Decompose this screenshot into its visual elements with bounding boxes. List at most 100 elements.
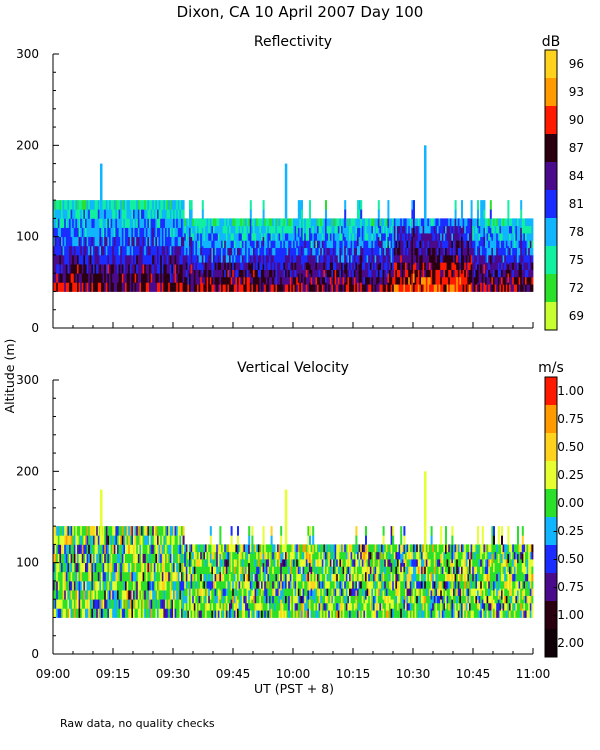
data-cell: [289, 240, 292, 249]
data-cell: [56, 599, 59, 609]
data-cell: [165, 562, 167, 573]
data-cell: [213, 276, 215, 285]
data-cell: [57, 273, 60, 283]
data-cell: [312, 240, 315, 249]
data-cell: [485, 276, 487, 285]
data-cell: [518, 276, 521, 285]
data-cell: [373, 284, 375, 292]
data-cell: [113, 273, 116, 283]
data-cell: [305, 262, 308, 270]
data-cell: [289, 269, 292, 278]
data-cell: [333, 573, 335, 582]
data-cell: [331, 610, 334, 618]
data-cell: [347, 559, 350, 567]
data-cell: [96, 599, 99, 609]
data-cell: [142, 245, 145, 256]
data-cell: [120, 264, 123, 274]
data-cell: [229, 233, 231, 241]
data-cell: [144, 245, 147, 256]
data-cell: [321, 233, 324, 241]
data-cell: [320, 233, 323, 241]
data-cell: [358, 273, 361, 283]
data-cell: [352, 218, 355, 227]
data-cell: [342, 573, 345, 582]
data-cell: [259, 218, 262, 227]
data-cell: [53, 544, 55, 554]
data-cell: [166, 273, 169, 283]
data-cell: [243, 544, 246, 553]
data-cell: [441, 218, 444, 227]
data-cell: [425, 276, 428, 285]
data-cell: [97, 571, 100, 582]
data-cell: [62, 282, 65, 292]
data-cell: [192, 595, 195, 604]
data-cell: [245, 595, 247, 604]
data-cell: [237, 580, 239, 591]
data-cell: [337, 610, 340, 618]
data-cell: [344, 559, 347, 567]
data-cell: [251, 276, 254, 285]
data-cell: [456, 284, 459, 292]
data-cell: [248, 247, 251, 256]
data-cell: [139, 580, 142, 591]
data-cell: [213, 225, 215, 234]
data-cell: [225, 610, 228, 618]
data-cell: [69, 608, 71, 618]
data-cell: [176, 599, 179, 609]
data-cell: [406, 233, 409, 241]
data-cell: [297, 200, 300, 210]
data-cell: [280, 247, 283, 256]
data-cell: [217, 566, 220, 575]
data-cell: [315, 233, 318, 241]
data-cell: [169, 209, 172, 219]
data-cell: [400, 276, 403, 285]
data-cell: [241, 254, 244, 263]
data-cell: [368, 284, 371, 292]
data-cell: [286, 225, 289, 234]
data-cell: [509, 225, 511, 234]
data-cell: [123, 580, 126, 591]
data-cell: [195, 580, 198, 589]
data-cell: [169, 580, 172, 591]
data-cell: [328, 218, 331, 227]
data-cell: [523, 269, 526, 278]
data-cell: [320, 218, 323, 227]
data-cell: [472, 233, 475, 241]
data-cell: [253, 233, 255, 241]
data-cell: [206, 218, 209, 227]
data-cell: [245, 580, 247, 589]
data-cell: [309, 209, 311, 219]
data-cell: [473, 233, 476, 241]
data-cell: [432, 284, 435, 292]
data-cell: [328, 588, 331, 596]
data-cell: [353, 254, 356, 263]
data-cell: [206, 595, 209, 604]
data-cell: [261, 254, 263, 263]
data-cell: [113, 227, 116, 238]
data-cell: [125, 273, 127, 283]
data-cell: [345, 218, 348, 227]
data-cell: [392, 233, 395, 241]
data-cell: [307, 562, 310, 573]
data-cell: [254, 225, 257, 234]
data-cell: [201, 610, 204, 618]
data-cell: [494, 218, 497, 227]
data-cell: [184, 247, 187, 256]
data-cell: [373, 247, 375, 256]
data-cell: [289, 602, 292, 611]
data-cell: [126, 599, 129, 609]
data-cell: [317, 269, 319, 278]
data-cell: [224, 544, 227, 553]
data-cell: [465, 276, 468, 285]
data-cell: [379, 262, 382, 270]
data-cell: [208, 276, 211, 285]
data-cell: [312, 233, 315, 241]
data-cell: [376, 276, 379, 285]
data-cell: [189, 264, 191, 274]
data-cell: [470, 245, 473, 256]
data-cell: [149, 535, 151, 545]
data-cell: [136, 282, 139, 292]
data-cell: [245, 225, 247, 234]
data-cell: [304, 573, 307, 582]
data-cell: [318, 595, 321, 604]
